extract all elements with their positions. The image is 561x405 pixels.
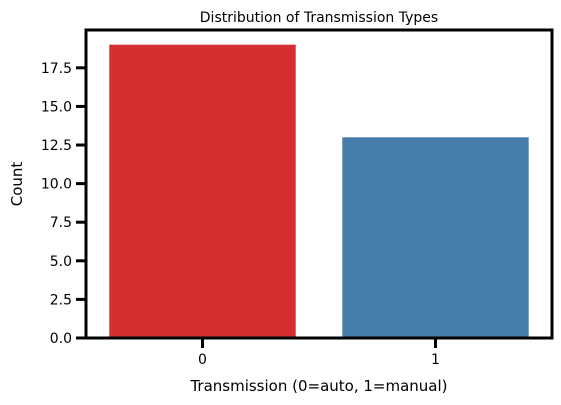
y-axis-label: Count <box>8 162 26 207</box>
y-tick-label: 10.0 <box>41 177 72 193</box>
chart-title: Distribution of Transmission Types <box>200 10 438 26</box>
y-tick-label: 15.0 <box>41 99 72 115</box>
y-tick-label: 7.5 <box>50 215 72 231</box>
y-axis-ticks: 0.0 2.5 5.0 7.5 10.0 12.5 15.0 17.5 <box>41 61 86 347</box>
y-tick-label: 2.5 <box>50 292 72 308</box>
bars-group <box>109 44 529 339</box>
bar-1 <box>342 137 529 338</box>
x-tick-label: 1 <box>431 352 440 368</box>
x-tick-label: 0 <box>198 352 207 368</box>
bar-0 <box>109 44 296 339</box>
x-axis-label: Transmission (0=auto, 1=manual) <box>189 377 447 395</box>
y-tick-label: 17.5 <box>41 61 72 77</box>
y-tick-label: 12.5 <box>41 138 72 154</box>
y-tick-label: 5.0 <box>50 254 72 270</box>
y-tick-label: 0.0 <box>50 331 72 347</box>
